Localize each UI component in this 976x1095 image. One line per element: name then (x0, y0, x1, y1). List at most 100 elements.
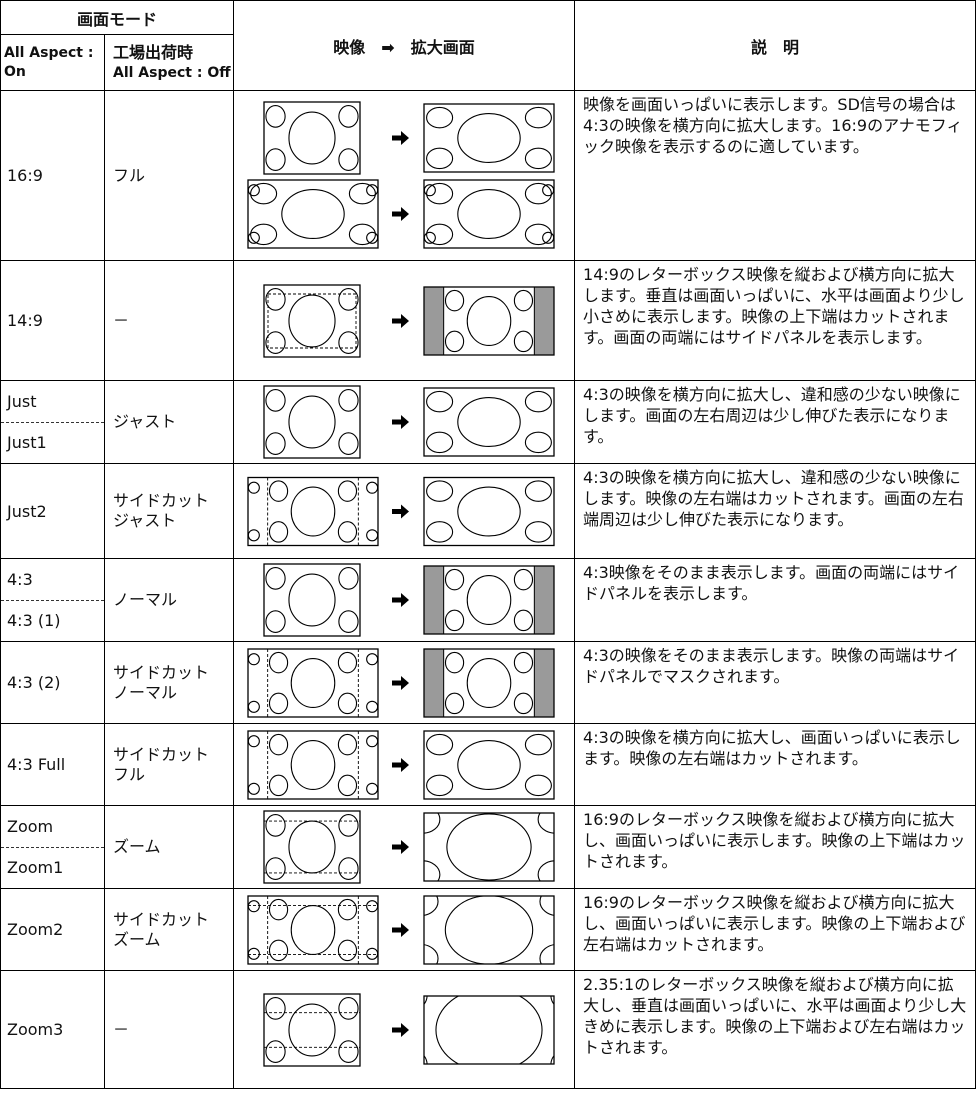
circle (524, 182, 552, 204)
circle (288, 395, 336, 449)
diagram (247, 729, 555, 800)
circle (424, 995, 428, 1005)
circle (426, 106, 454, 128)
header-row: 画面モード 映像 ➡ 拡大画面 説 明 (0, 0, 976, 91)
picture-bg (424, 477, 555, 545)
header-off: 工場出荷時 All Aspect : Off (103, 34, 235, 91)
factory-cell: サイドカット ズーム (103, 888, 235, 971)
circle (513, 289, 534, 311)
header-mode: 画面モード (0, 0, 235, 35)
arrow (392, 922, 410, 937)
side-panel (533, 566, 555, 634)
frame (423, 565, 555, 635)
circle (466, 574, 512, 626)
circle (268, 479, 289, 502)
mode-cell: 14:9 (0, 260, 105, 381)
factory-cell: － (103, 970, 235, 1089)
circle (338, 857, 359, 880)
diagram (263, 810, 555, 884)
circle (338, 567, 359, 590)
table-row: Just Just1 ジャスト 4:3の映像を横方向に拡大し、違和感の少ない映像にしま… (0, 380, 976, 464)
circle (265, 104, 286, 128)
circle (457, 112, 521, 163)
circle (265, 567, 286, 590)
circle (424, 860, 441, 881)
circle (268, 520, 289, 543)
mode-name: 4:3 (1, 559, 104, 601)
description-cell: 4:3の映像を横方向に拡大し、違和感の少ない映像にします。映像の左右端はカットさ… (574, 463, 976, 559)
diagram (263, 563, 555, 637)
text-line: All Aspect : (4, 45, 94, 62)
picture (264, 564, 361, 636)
frame (247, 178, 379, 249)
circle (268, 692, 289, 714)
frame (247, 476, 379, 546)
circle (466, 657, 512, 708)
factory-cell: サイドカット ノーマル (103, 641, 235, 724)
picture (264, 811, 361, 883)
mode-cell: Zoom Zoom1 (0, 805, 105, 889)
circle (444, 651, 465, 673)
description-cell: 4:3の映像をそのまま表示します。映像の両端はサイドパネルでマスクされます。 (574, 641, 976, 724)
description-cell: 4:3映像をそのまま表示します。画面の両端にはサイドパネルを表示します。 (574, 558, 976, 642)
circle (337, 479, 358, 502)
factory-cell: フル (103, 90, 235, 261)
diagram-cell (233, 805, 576, 889)
frame (263, 385, 361, 459)
circle (466, 295, 512, 346)
mode-name: Zoom3 (7, 1020, 64, 1039)
arrow (392, 130, 410, 145)
circle (524, 431, 552, 454)
circle (446, 813, 532, 881)
header-on: All Aspect : On (0, 34, 105, 91)
text-line: On (4, 63, 26, 80)
diagram-cell (233, 463, 576, 559)
picture (264, 386, 361, 458)
circle (281, 188, 345, 239)
circle (337, 733, 358, 755)
mode-cell: 4:3 4:3 (1) (0, 558, 105, 642)
circle (424, 895, 439, 916)
picture (424, 895, 555, 964)
table-row: Zoom3 － 2.35:1のレターボックス映像を縦および横方向に拡大し、垂直は画面… (0, 970, 976, 1089)
mode-cell: 4:3 Full (0, 723, 105, 806)
arrow (392, 675, 410, 690)
mode-name: Zoom2 (7, 920, 64, 939)
factory-name: ノーマル (113, 682, 178, 702)
circle (426, 147, 454, 169)
picture (248, 179, 379, 248)
circle (537, 813, 555, 834)
mode-split: 4:3 4:3 (1) (1, 559, 104, 641)
circle (338, 432, 359, 455)
circle (426, 390, 454, 413)
circle (338, 389, 359, 412)
factory-name: サイドカット (113, 662, 210, 682)
diagram-cell (233, 260, 576, 381)
picture-bg (264, 386, 361, 458)
picture (424, 103, 555, 172)
circle (338, 147, 359, 171)
picture (264, 101, 361, 174)
circle (424, 813, 441, 834)
factory-name: － (113, 1019, 130, 1039)
picture-bg (264, 284, 361, 357)
frame (423, 647, 555, 718)
circle (513, 609, 534, 632)
circle (338, 610, 359, 633)
factory-cell: ジャスト (103, 380, 235, 464)
frame (263, 992, 361, 1067)
circle (268, 733, 289, 755)
frame (263, 100, 361, 175)
circle (338, 104, 359, 128)
circle (457, 396, 521, 448)
circle (268, 774, 289, 796)
factory-name: － (113, 310, 130, 330)
picture (424, 179, 555, 248)
description-cell: 14:9のレターボックス映像を縦および横方向に拡大します。垂直は画面いっぱいに、… (574, 260, 976, 381)
circle (539, 943, 555, 964)
frame (423, 285, 555, 356)
circle (524, 147, 552, 169)
picture-bg (424, 995, 555, 1064)
circle (265, 287, 286, 311)
